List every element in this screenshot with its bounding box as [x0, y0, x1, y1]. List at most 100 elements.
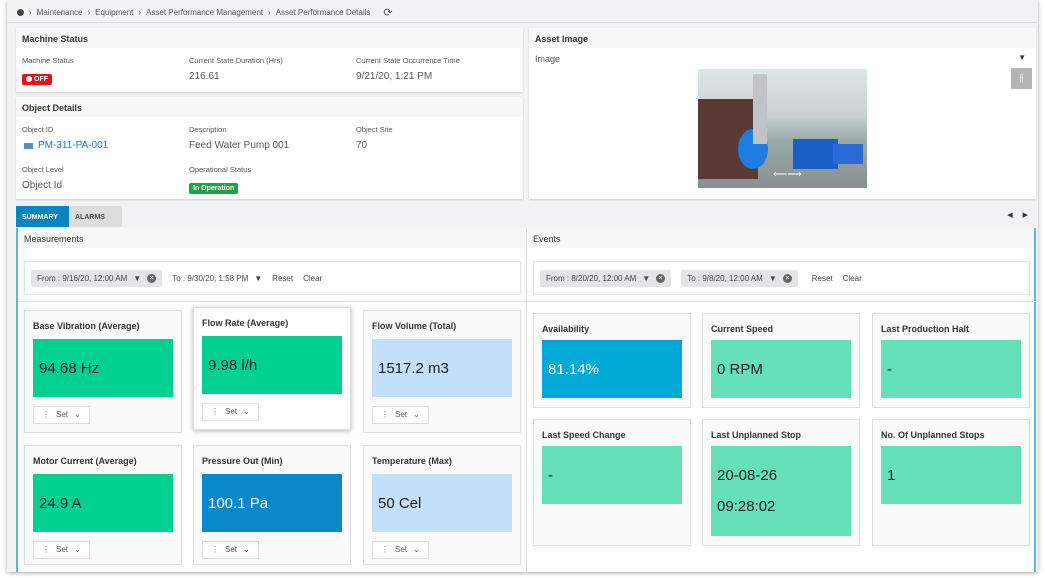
events-reset-button[interactable]: Reset: [811, 273, 833, 283]
scroll-left-icon[interactable]: ◀: [1007, 212, 1013, 219]
home-icon[interactable]: [17, 8, 24, 16]
events-panel: Events From : 8/20/20, 12:00 AM ▼ × To : 9…: [526, 228, 1037, 572]
chevron-down-icon: ⌄: [74, 545, 81, 554]
set-button[interactable]: ⋮ Set ⌄: [372, 406, 429, 424]
app-window: › Maintenance › Equipment › Asset Performa…: [7, 0, 1038, 572]
duration-label: Current State Duration (Hrs): [189, 56, 283, 65]
breadcrumb-current: Asset Performance Details: [275, 7, 371, 17]
set-button[interactable]: ⋮ Set ⌄: [202, 403, 259, 421]
dropdown-arrow-icon[interactable]: ▼: [1018, 53, 1026, 62]
events-clear-button[interactable]: Clear: [842, 273, 862, 283]
more-vertical-icon: ⋮: [211, 545, 219, 554]
card-value: 94.68 Hz: [33, 339, 173, 397]
measurement-card[interactable]: Base Vibration (Average) 94.68 Hz ⋮ Set ⌄: [24, 310, 182, 433]
events-title: Events: [527, 228, 1034, 248]
chevron-down-icon: ⌄: [243, 545, 250, 554]
event-card: Current Speed 0 RPM: [702, 313, 860, 408]
set-button[interactable]: ⋮ Set ⌄: [202, 541, 259, 559]
caret-down-icon: ▼: [642, 273, 651, 283]
card-title: Last Production Halt: [881, 324, 970, 334]
occurrence-label: Current State Occurrence Time: [356, 56, 460, 65]
duration-value: 216.61: [189, 71, 220, 82]
clear-filter-icon[interactable]: ×: [782, 273, 792, 283]
level-value: Object Id: [22, 180, 63, 191]
caret-down-icon: ▼: [768, 273, 777, 283]
object-details-title: Object Details: [16, 97, 523, 117]
events-from-date-filter[interactable]: From : 8/20/20, 12:00 AM ▼ ×: [540, 269, 672, 287]
machine-status-badge: OFF: [22, 73, 52, 85]
card-value: 24.9 A: [33, 474, 173, 532]
measurement-card[interactable]: Flow Rate (Average) 9.98 l/h ⋮ Set ⌄: [193, 307, 351, 430]
card-title: Temperature (Max): [372, 456, 452, 466]
caret-down-icon: ▼: [133, 273, 142, 283]
measurement-card[interactable]: Flow Volume (Total) 1517.2 m3 ⋮ Set ⌄: [363, 310, 521, 433]
object-id-link[interactable]: PM-311-PA-001: [38, 140, 109, 151]
breadcrumb-apm[interactable]: Asset Performance Management: [146, 7, 264, 17]
set-button[interactable]: ⋮ Set ⌄: [33, 406, 90, 424]
tab-summary[interactable]: SUMMARY: [16, 206, 69, 227]
description-label: Description: [189, 125, 227, 134]
asset-image-panel: Asset Image Image ▼ ⫲ ⟵⟶: [529, 28, 1036, 199]
card-title: Current Speed: [711, 324, 774, 334]
reset-button[interactable]: Reset: [272, 273, 294, 283]
scroll-right-icon[interactable]: ▶: [1022, 212, 1028, 219]
refresh-icon[interactable]: ⟳: [383, 6, 393, 19]
op-status-badge: In Operation: [189, 183, 239, 194]
description-value: Feed Water Pump 001: [189, 140, 290, 151]
measurements-title: Measurements: [18, 228, 526, 248]
set-button[interactable]: ⋮ Set ⌄: [33, 541, 90, 559]
card-value: 50 Cel: [372, 474, 512, 532]
card-title: Flow Volume (Total): [372, 321, 457, 331]
asset-photo: ⟵⟶: [698, 69, 867, 188]
card-title: Last Speed Change: [542, 430, 626, 440]
card-value: 1517.2 m3: [372, 339, 512, 397]
measurement-card[interactable]: Pressure Out (Min) 100.1 Pa ⋮ Set ⌄: [193, 445, 351, 565]
swipe-arrows-icon[interactable]: ⟵⟶: [773, 169, 802, 180]
card-value: 81.14%: [542, 340, 682, 398]
chevron-down-icon: ⌄: [243, 407, 250, 416]
clear-button[interactable]: Clear: [303, 273, 323, 283]
breadcrumb-equipment[interactable]: Equipment: [95, 7, 134, 17]
site-value: 70: [356, 140, 368, 151]
breadcrumb-maintenance[interactable]: Maintenance: [36, 7, 83, 17]
more-vertical-icon: ⋮: [211, 407, 219, 416]
chevron-down-icon: ⌄: [413, 545, 420, 554]
measurement-card[interactable]: Temperature (Max) 50 Cel ⋮ Set ⌄: [363, 445, 521, 565]
set-button[interactable]: ⋮ Set ⌄: [372, 541, 429, 559]
more-vertical-icon: ⋮: [381, 410, 389, 419]
clear-filter-icon[interactable]: ×: [656, 273, 666, 283]
image-select[interactable]: Image: [535, 54, 561, 64]
tab-alarms[interactable]: ALARMS: [69, 206, 122, 227]
occurrence-value: 9/21/20, 1:21 PM: [356, 71, 433, 82]
measurements-panel: Measurements From : 9/16/20, 12:00 AM ▼ × …: [16, 228, 528, 572]
card-title: Availability: [542, 324, 590, 334]
events-to-date-filter[interactable]: To : 9/8/20, 12:00 AM ▼ ×: [681, 269, 798, 287]
chevron-down-icon: ⌄: [74, 410, 81, 419]
card-value: 1: [881, 446, 1021, 504]
card-value: 100.1 Pa: [202, 474, 342, 532]
more-vertical-icon: ⋮: [42, 545, 50, 554]
level-label: Object Level: [22, 165, 64, 174]
clear-filter-icon[interactable]: ×: [147, 273, 157, 283]
from-date-filter[interactable]: From : 9/16/20, 12:00 AM ▼ ×: [31, 269, 163, 287]
measurements-filter: From : 9/16/20, 12:00 AM ▼ × To : 9/30/20,…: [24, 261, 521, 295]
to-date-filter[interactable]: To : 9/30/20, 1:58 PM ▼: [172, 273, 263, 283]
equipment-icon: [24, 142, 33, 149]
op-status-label: Operational Status: [189, 165, 252, 174]
card-title: Motor Current (Average): [33, 456, 137, 466]
card-title: Last Unplanned Stop: [711, 430, 801, 440]
card-value: -: [881, 340, 1021, 398]
card-title: Pressure Out (Min): [202, 456, 283, 466]
event-card: Last Unplanned Stop 20-08-26 09:28:02: [702, 419, 860, 546]
settings-sliders-icon[interactable]: ⫲: [1011, 68, 1032, 89]
asset-image-title: Asset Image: [529, 28, 1036, 48]
measurement-card[interactable]: Motor Current (Average) 24.9 A ⋮ Set ⌄: [24, 445, 182, 565]
breadcrumb: › Maintenance › Equipment › Asset Performa…: [17, 5, 393, 19]
more-vertical-icon: ⋮: [381, 545, 389, 554]
machine-status-label: Machine Status: [22, 56, 74, 65]
site-label: Object Site: [356, 125, 393, 134]
more-vertical-icon: ⋮: [42, 410, 50, 419]
object-details-panel: Object Details Object ID PM-311-PA-001 D…: [16, 97, 523, 199]
card-value: 9.98 l/h: [202, 336, 342, 394]
card-value: 0 RPM: [711, 340, 851, 398]
